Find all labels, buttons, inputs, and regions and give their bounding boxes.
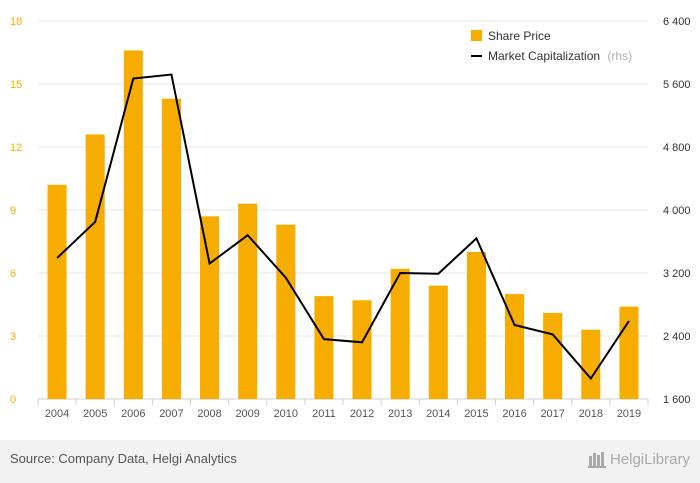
x-tick-label: 2014 bbox=[426, 408, 450, 420]
x-tick-label: 2011 bbox=[312, 408, 336, 420]
left-tick-label: 3 bbox=[10, 331, 16, 343]
bar bbox=[238, 203, 258, 399]
right-axis-ticks: 1 600 2 400 3 200 4 000 4 800 5 600 6 400 bbox=[663, 16, 691, 406]
bar bbox=[200, 216, 220, 399]
bar bbox=[85, 134, 105, 399]
x-tick-label: 2005 bbox=[83, 408, 107, 420]
x-tick-label: 2004 bbox=[45, 408, 69, 420]
legend-swatch-share-price bbox=[471, 30, 482, 41]
logo-text: HelgiLibrary bbox=[609, 450, 690, 468]
x-tick-label: 2009 bbox=[235, 408, 259, 420]
x-tick-label: 2017 bbox=[540, 408, 564, 420]
bar bbox=[352, 300, 372, 399]
x-tick-label: 2013 bbox=[388, 408, 412, 420]
left-tick-label: 9 bbox=[10, 205, 16, 217]
source-note: Source: Company Data, Helgi Analytics bbox=[10, 451, 237, 466]
bar bbox=[505, 294, 525, 399]
left-axis-ticks: 0 3 6 9 12 15 18 bbox=[10, 16, 22, 406]
right-tick-label: 3 200 bbox=[663, 268, 691, 280]
legend-label-market-cap-suffix: (rhs) bbox=[607, 49, 632, 63]
x-tick-label: 2008 bbox=[197, 408, 221, 420]
legend: Share Price Market Capitalization (rhs) bbox=[471, 29, 632, 63]
bar bbox=[390, 268, 410, 399]
x-tick-label: 2006 bbox=[121, 408, 145, 420]
bar bbox=[466, 252, 486, 399]
right-tick-label: 4 800 bbox=[663, 142, 691, 154]
x-tick-label: 2012 bbox=[350, 408, 374, 420]
bar bbox=[161, 98, 181, 399]
legend-label-share-price: Share Price bbox=[488, 29, 551, 43]
right-tick-label: 6 400 bbox=[663, 16, 691, 28]
x-tick-label: 2010 bbox=[274, 408, 298, 420]
bar-series-share-price bbox=[47, 50, 639, 400]
legend-label-market-cap: Market Capitalization (rhs) bbox=[488, 49, 632, 63]
left-tick-label: 6 bbox=[10, 268, 16, 280]
footer: Source: Company Data, Helgi Analytics He… bbox=[0, 440, 700, 483]
library-icon bbox=[587, 452, 606, 468]
right-tick-label: 1 600 bbox=[663, 394, 691, 406]
x-tick-label: 2015 bbox=[464, 408, 488, 420]
bar bbox=[123, 50, 143, 400]
right-tick-label: 2 400 bbox=[663, 331, 691, 343]
bar bbox=[276, 224, 296, 399]
left-tick-label: 0 bbox=[10, 394, 16, 406]
x-axis-ticks: 2004 2005 2006 2007 2008 2009 2010 2011 2012 2013… bbox=[45, 408, 641, 420]
bar bbox=[314, 296, 334, 399]
left-tick-label: 12 bbox=[10, 142, 22, 154]
bar bbox=[619, 306, 639, 399]
x-tick-label: 2007 bbox=[159, 408, 183, 420]
helgi-library-logo: HelgiLibrary bbox=[587, 450, 690, 468]
x-tick-label: 2019 bbox=[617, 408, 641, 420]
line-series-market-cap bbox=[56, 73, 630, 381]
right-tick-label: 4 000 bbox=[663, 205, 691, 217]
bar bbox=[428, 285, 448, 399]
right-tick-label: 5 600 bbox=[663, 79, 691, 91]
bar bbox=[543, 312, 563, 399]
legend-label-market-cap-name: Market Capitalization bbox=[488, 49, 600, 63]
bar bbox=[47, 184, 67, 399]
market-cap-line bbox=[56, 73, 630, 381]
x-tick-label: 2018 bbox=[579, 408, 603, 420]
combo-chart: 0 3 6 9 12 15 18 1 600 2 400 3 200 4 000 4 800 5 60… bbox=[10, 16, 691, 420]
bar bbox=[581, 329, 601, 399]
x-tick-label: 2016 bbox=[502, 408, 526, 420]
left-tick-label: 15 bbox=[10, 79, 22, 91]
left-tick-label: 18 bbox=[10, 16, 22, 28]
